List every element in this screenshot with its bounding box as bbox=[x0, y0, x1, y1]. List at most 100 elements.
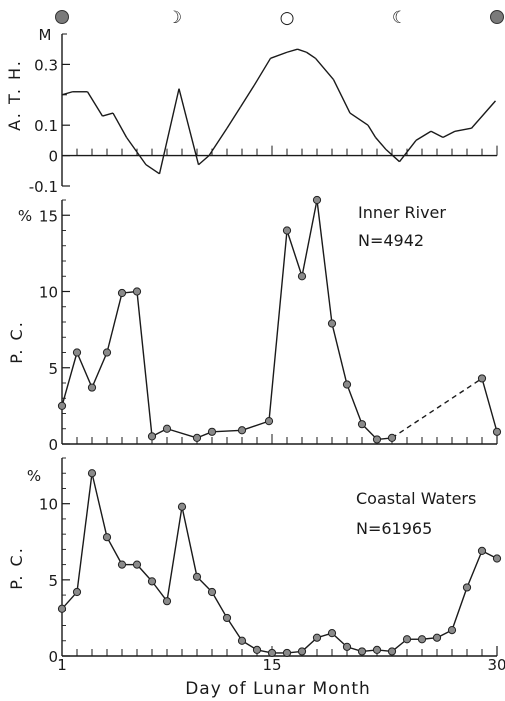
series-segment bbox=[316, 199, 333, 324]
series-segment bbox=[91, 352, 108, 388]
data-point bbox=[162, 424, 172, 433]
data-point bbox=[387, 647, 397, 656]
data-point bbox=[327, 319, 337, 328]
data-point bbox=[177, 502, 187, 511]
data-point bbox=[72, 587, 82, 597]
series-segment bbox=[466, 550, 483, 588]
data-point bbox=[132, 560, 142, 569]
series-segment bbox=[106, 292, 123, 353]
series-segment bbox=[306, 51, 316, 59]
data-point bbox=[252, 645, 262, 655]
series-segment bbox=[442, 130, 456, 138]
data-point bbox=[282, 226, 292, 235]
data-point bbox=[132, 287, 142, 296]
data-point bbox=[327, 629, 337, 638]
data-point bbox=[342, 380, 352, 389]
y-tick-label: 10 bbox=[39, 284, 58, 302]
y-tick-label: 10 bbox=[39, 496, 58, 514]
series-segment bbox=[76, 352, 93, 388]
y-axis-label: P. C. bbox=[7, 546, 26, 590]
x-tick-label: 30 bbox=[487, 656, 505, 674]
series-segment bbox=[86, 91, 104, 117]
y-tick-label: 0.3 bbox=[34, 56, 58, 74]
series-segment bbox=[125, 136, 147, 166]
sample-size-label: N=61965 bbox=[356, 519, 432, 538]
data-point bbox=[57, 604, 67, 613]
series-segment bbox=[76, 473, 93, 593]
series-segment bbox=[181, 506, 198, 577]
data-point bbox=[477, 546, 487, 556]
data-point bbox=[282, 648, 292, 658]
data-point bbox=[162, 597, 172, 606]
data-point bbox=[237, 426, 247, 435]
series-segment bbox=[211, 429, 243, 433]
data-point bbox=[387, 433, 397, 442]
data-point bbox=[357, 420, 367, 429]
x-tick-label: 1 bbox=[57, 656, 67, 674]
data-point bbox=[102, 533, 112, 542]
series-segment bbox=[106, 536, 123, 565]
panel-title: Inner River bbox=[358, 203, 446, 222]
y-unit-label: M bbox=[39, 26, 52, 44]
series-segment bbox=[349, 112, 369, 126]
data-point bbox=[372, 435, 382, 444]
new-moon-icon bbox=[55, 10, 69, 24]
data-point bbox=[207, 427, 217, 436]
data-point bbox=[222, 613, 232, 623]
series-segment bbox=[253, 57, 272, 87]
data-point bbox=[87, 469, 97, 478]
series-segment bbox=[297, 48, 307, 53]
data-point bbox=[207, 587, 217, 597]
data-point bbox=[492, 427, 502, 436]
series-segment bbox=[226, 106, 242, 129]
series-segment bbox=[430, 130, 444, 138]
y-unit-label: % bbox=[18, 207, 32, 225]
y-tick-label: -0.1 bbox=[29, 178, 58, 196]
series-segment bbox=[385, 148, 400, 163]
data-point bbox=[237, 636, 247, 645]
series-segment bbox=[241, 420, 270, 431]
series-segment bbox=[158, 88, 180, 174]
data-point bbox=[432, 633, 442, 642]
data-point bbox=[312, 633, 322, 642]
x-axis-label: Day of Lunar Month bbox=[185, 679, 371, 699]
series-segment bbox=[481, 378, 498, 432]
data-point bbox=[372, 645, 382, 655]
series-segment bbox=[286, 48, 298, 53]
data-point bbox=[87, 383, 97, 392]
series-segment bbox=[367, 124, 377, 138]
series-segment bbox=[374, 136, 387, 150]
series-segment bbox=[102, 112, 114, 117]
data-point bbox=[297, 272, 307, 281]
sample-size-label: N=4942 bbox=[358, 231, 424, 250]
moon-phase-row: ☽ ○ ☾ bbox=[55, 8, 504, 28]
series-segment bbox=[398, 139, 417, 163]
data-point bbox=[147, 432, 157, 441]
tidal-height-panel: 0.3 0.1 0 -0.1 M A. T. H. bbox=[5, 26, 498, 196]
series-segment bbox=[136, 291, 153, 437]
series-segment bbox=[301, 199, 318, 277]
data-point bbox=[477, 374, 487, 383]
series-segment bbox=[61, 352, 78, 407]
series-segment bbox=[268, 230, 288, 422]
data-point bbox=[57, 401, 67, 410]
series-segment bbox=[178, 88, 200, 165]
panel-title: Coastal Waters bbox=[356, 489, 476, 508]
new-moon-icon bbox=[490, 10, 504, 24]
inner-river-panel: 15 10 5 0% P. C. Inner River N=4942 bbox=[7, 195, 502, 454]
data-point bbox=[192, 572, 202, 581]
series-segment bbox=[346, 384, 363, 425]
y-tick-label: 0 bbox=[48, 148, 58, 166]
series-segment bbox=[451, 587, 468, 631]
series-segment bbox=[239, 85, 255, 108]
data-point bbox=[492, 554, 502, 563]
y-axis-label: P. C. bbox=[7, 320, 26, 364]
series-segment bbox=[332, 79, 351, 114]
data-point bbox=[264, 417, 274, 426]
y-axis-label: A. T. H. bbox=[5, 59, 24, 131]
data-point bbox=[102, 348, 112, 357]
y-tick-label: 5 bbox=[48, 360, 58, 378]
data-point bbox=[402, 635, 412, 644]
data-point bbox=[357, 647, 367, 656]
data-point bbox=[117, 288, 127, 298]
